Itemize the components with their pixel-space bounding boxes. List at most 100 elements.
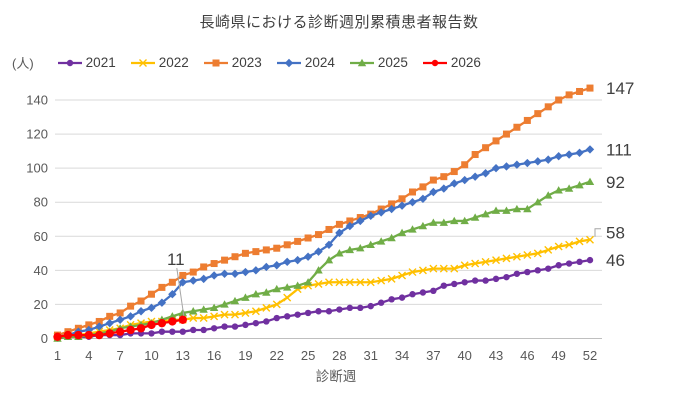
marker — [221, 256, 229, 264]
marker — [503, 273, 510, 281]
y-tick-label: 80 — [34, 195, 48, 210]
marker — [356, 278, 365, 287]
marker — [241, 293, 250, 301]
marker — [345, 278, 354, 287]
y-axis-unit-label: (人) — [12, 56, 34, 71]
marker — [335, 249, 344, 257]
marker — [315, 231, 323, 239]
series-2023 — [54, 84, 594, 339]
marker — [419, 289, 427, 296]
marker — [116, 309, 124, 317]
marker — [199, 314, 208, 323]
marker — [126, 312, 135, 321]
chart-legend: (人) 2021 2022 2023 2024 2025 2026 — [12, 53, 494, 72]
marker — [470, 213, 480, 221]
legend-label-2026: 2026 — [450, 55, 481, 70]
x-tick-label: 28 — [332, 348, 346, 363]
marker — [387, 204, 396, 214]
marker — [461, 279, 468, 286]
marker — [575, 237, 584, 246]
marker — [324, 278, 333, 287]
legend-label-2024: 2024 — [304, 55, 335, 70]
marker — [178, 308, 187, 317]
marker — [439, 264, 448, 273]
marker — [565, 240, 574, 249]
marker — [314, 279, 323, 288]
legend-marker-2025-icon — [349, 58, 374, 66]
marker — [335, 220, 343, 228]
marker — [565, 91, 573, 99]
marker — [482, 277, 489, 284]
marker — [251, 307, 260, 316]
marker — [138, 58, 147, 67]
marker — [241, 308, 250, 317]
series-line-2021 — [56, 258, 592, 340]
marker — [303, 278, 313, 286]
marker — [209, 271, 219, 280]
marker — [575, 180, 584, 189]
legend-marker-2024-icon — [276, 58, 301, 67]
legend-item-2025: 2025 — [348, 55, 408, 70]
marker — [252, 319, 260, 327]
marker — [147, 303, 156, 313]
marker — [190, 326, 197, 334]
marker — [325, 308, 333, 315]
marker — [272, 261, 281, 270]
marker — [314, 247, 323, 256]
marker — [367, 302, 374, 310]
marker — [440, 173, 448, 181]
marker — [585, 177, 595, 185]
marker — [335, 228, 344, 238]
x-tick-label: 19 — [238, 348, 252, 363]
marker — [262, 303, 271, 312]
marker — [481, 209, 490, 218]
x-tick-label: 10 — [144, 348, 158, 363]
marker — [357, 58, 367, 66]
marker — [283, 257, 292, 267]
marker — [555, 262, 562, 269]
y-tick-label: 100 — [26, 161, 48, 176]
marker — [84, 330, 94, 340]
marker — [105, 329, 114, 338]
marker — [220, 300, 229, 308]
marker — [304, 309, 312, 317]
marker — [272, 300, 281, 309]
marker — [534, 267, 541, 274]
series-2026 — [53, 315, 187, 341]
marker — [544, 191, 553, 199]
end-label-leader — [594, 228, 601, 237]
marker — [126, 325, 135, 335]
series-line-2023 — [56, 86, 592, 337]
marker — [366, 211, 375, 221]
marker — [220, 269, 229, 278]
end-label-2023: 147 — [606, 79, 634, 98]
marker — [283, 293, 292, 302]
marker — [220, 310, 229, 319]
marker — [53, 332, 62, 341]
marker — [158, 283, 166, 291]
marker — [481, 257, 490, 266]
marker — [231, 310, 239, 319]
series-line-2025 — [56, 180, 592, 340]
marker — [512, 204, 522, 213]
marker — [346, 304, 354, 312]
marker — [523, 116, 531, 124]
marker — [231, 253, 239, 261]
marker — [283, 283, 292, 291]
x-tick-label: 1 — [54, 348, 61, 363]
legend-label-2025: 2025 — [377, 55, 408, 70]
marker — [554, 152, 563, 161]
marker — [408, 188, 416, 196]
marker — [460, 261, 469, 270]
annotation-leader — [176, 267, 185, 316]
marker — [178, 315, 187, 324]
legend-marker-2023-icon — [203, 59, 228, 66]
marker — [147, 320, 156, 330]
marker — [178, 278, 187, 287]
marker — [200, 326, 207, 334]
marker — [564, 150, 574, 159]
marker — [431, 59, 439, 66]
x-tick-label: 34 — [395, 348, 409, 363]
marker — [576, 258, 583, 266]
marker — [545, 265, 552, 272]
